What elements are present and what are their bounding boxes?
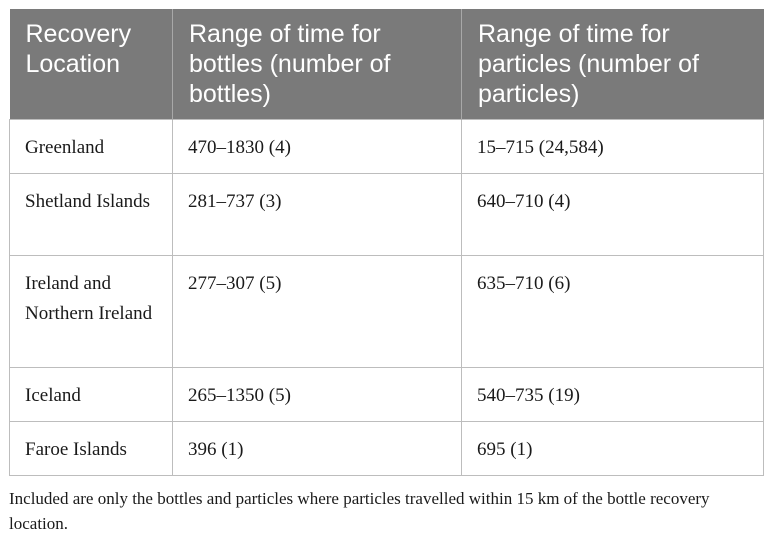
cell-particles: 15–715 (24,584) [461, 119, 764, 174]
cell-particles: 640–710 (4) [461, 173, 764, 256]
header-particles-time-range: Range of time for particles (number of p… [461, 9, 764, 120]
cell-particles: 695 (1) [461, 421, 764, 476]
cell-bottles: 470–1830 (4) [172, 119, 462, 174]
table-row: Iceland 265–1350 (5) 540–735 (19) [9, 367, 764, 422]
data-table: Recovery Location Range of time for bott… [9, 9, 764, 476]
table-row: Shetland Islands 281–737 (3) 640–710 (4) [9, 173, 764, 256]
table-row: Greenland 470–1830 (4) 15–715 (24,584) [9, 119, 764, 174]
cell-location: Faroe Islands [9, 421, 173, 476]
cell-location: Shetland Islands [9, 173, 173, 256]
header-bottles-time-range: Range of time for bottles (number of bot… [172, 9, 462, 120]
table-row: Ireland and Northern Ireland 277–307 (5)… [9, 255, 764, 368]
table-header: Recovery Location Range of time for bott… [9, 9, 764, 120]
cell-bottles: 281–737 (3) [172, 173, 462, 256]
table-footnote: Included are only the bottles and partic… [9, 489, 710, 533]
cell-location: Ireland and Northern Ireland [9, 255, 173, 368]
cell-particles: 540–735 (19) [461, 367, 764, 422]
cell-bottles: 396 (1) [172, 421, 462, 476]
cell-particles: 635–710 (6) [461, 255, 764, 368]
table-row: Faroe Islands 396 (1) 695 (1) [9, 421, 764, 476]
header-recovery-location: Recovery Location [9, 9, 173, 120]
table-body: Greenland 470–1830 (4) 15–715 (24,584) S… [9, 119, 764, 476]
cell-location: Greenland [9, 119, 173, 174]
cell-bottles: 265–1350 (5) [172, 367, 462, 422]
data-table-container: Recovery Location Range of time for bott… [9, 9, 764, 476]
table-header-row: Recovery Location Range of time for bott… [9, 9, 764, 120]
cell-location: Iceland [9, 367, 173, 422]
cell-bottles: 277–307 (5) [172, 255, 462, 368]
